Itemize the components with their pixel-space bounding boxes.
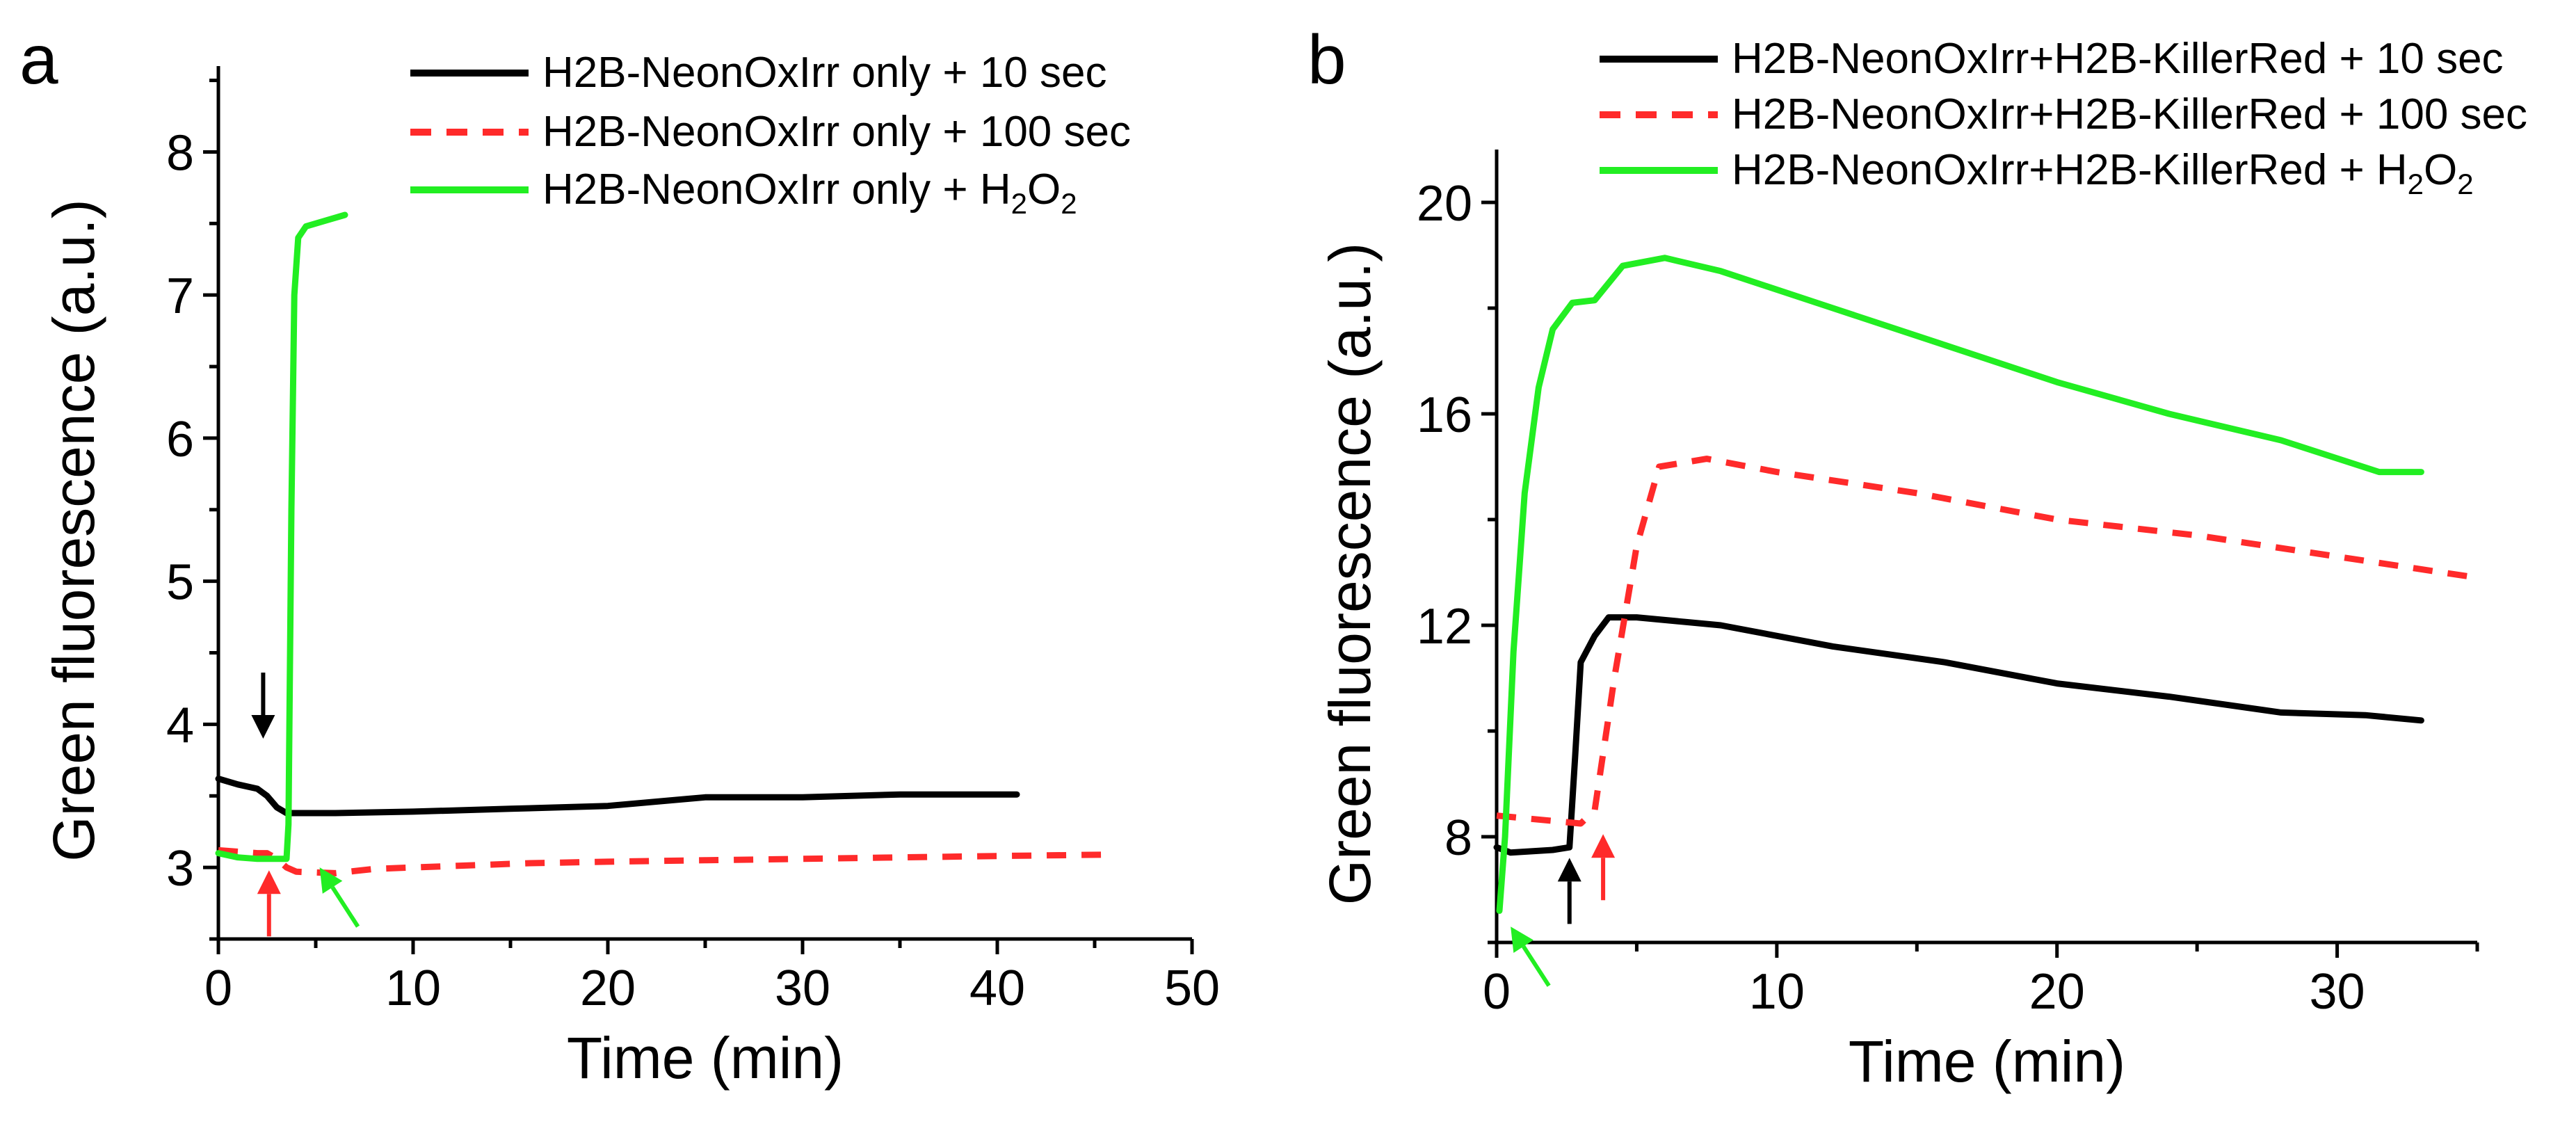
series-line-2: [1496, 456, 2478, 827]
series-line-2: [218, 846, 1115, 876]
y-tick-label: 8: [1444, 810, 1472, 866]
arrow-head: [319, 867, 343, 894]
series-line-1: [215, 776, 1020, 817]
series-line-3: [215, 211, 348, 862]
y-axis-label: Green fluorescence (a.u.): [41, 199, 106, 861]
x-axis-label: Time (min): [1849, 1029, 2125, 1094]
arrow-shaft: [330, 886, 360, 928]
legend-entry-2: H2B-NeonOxIrr+H2B-KillerRed + 100 sec: [1732, 90, 2527, 138]
y-tick-label: 20: [1417, 176, 1472, 232]
legend-text: O: [2424, 146, 2457, 194]
legend-entry-3: H2B-NeonOxIrr only + H2O2: [542, 166, 1077, 220]
y-tick-label: 7: [166, 268, 194, 324]
axes-frame: [1495, 150, 2477, 945]
legend-text: O: [1027, 166, 1061, 214]
panel-label: b: [1307, 21, 1346, 99]
legend-entry-1: H2B-NeonOxIrr only + 10 sec: [542, 49, 1107, 97]
y-axis-label: Green fluorescence (a.u.): [1317, 243, 1383, 905]
x-tick-label: 10: [1749, 964, 1805, 1020]
legend-entry-3: H2B-NeonOxIrr+H2B-KillerRed + H2O2: [1732, 146, 2474, 200]
x-tick-label: 20: [580, 961, 636, 1016]
arrow-head: [1557, 858, 1581, 882]
y-tick-label: 5: [166, 555, 194, 611]
legend-entry-2: H2B-NeonOxIrr only + 100 sec: [542, 108, 1131, 156]
arrow-head: [1511, 926, 1533, 953]
x-tick-label: 10: [385, 961, 441, 1016]
panel-label: a: [19, 21, 58, 99]
series-line-1: [1493, 614, 2424, 856]
legend-entry-1: H2B-NeonOxIrr+H2B-KillerRed + 10 sec: [1732, 35, 2504, 83]
y-tick-label: 12: [1417, 599, 1472, 655]
series-line-3: [1496, 255, 2424, 914]
chart-panel-a: a 0 10 20 30 40 50 3 4 5 6 7 8 Time (min) Green fluore…: [19, 21, 1220, 1091]
x-tick-label: 20: [2029, 964, 2085, 1020]
x-tick-label: 0: [1483, 964, 1511, 1020]
x-axis-label: Time (min): [567, 1025, 844, 1091]
arrow-head: [251, 714, 275, 739]
arrow-head: [257, 870, 281, 894]
legend-subscript: 2: [2408, 168, 2424, 200]
arrow-shaft: [1522, 945, 1551, 987]
y-tick-label: 8: [166, 125, 194, 181]
y-tick-label: 16: [1417, 387, 1472, 443]
legend-subscript: 2: [2457, 168, 2473, 200]
x-tick-label: 30: [2310, 964, 2365, 1020]
chart-panel-b: b 0 10 20 30 8 12 16 20 Time (min) Green fluoresce…: [1307, 21, 2527, 1094]
y-tick-label: 6: [166, 412, 194, 467]
x-tick-label: 0: [204, 961, 232, 1016]
arrow-head: [1591, 834, 1616, 858]
legend-subscript: 2: [1061, 187, 1077, 220]
x-tick-label: 30: [775, 961, 830, 1016]
y-tick-label: 3: [166, 841, 194, 897]
x-tick-label: 50: [1164, 961, 1220, 1016]
legend-subscript: 2: [1011, 187, 1027, 220]
y-tick-label: 4: [166, 698, 194, 753]
x-tick-label: 40: [969, 961, 1025, 1016]
